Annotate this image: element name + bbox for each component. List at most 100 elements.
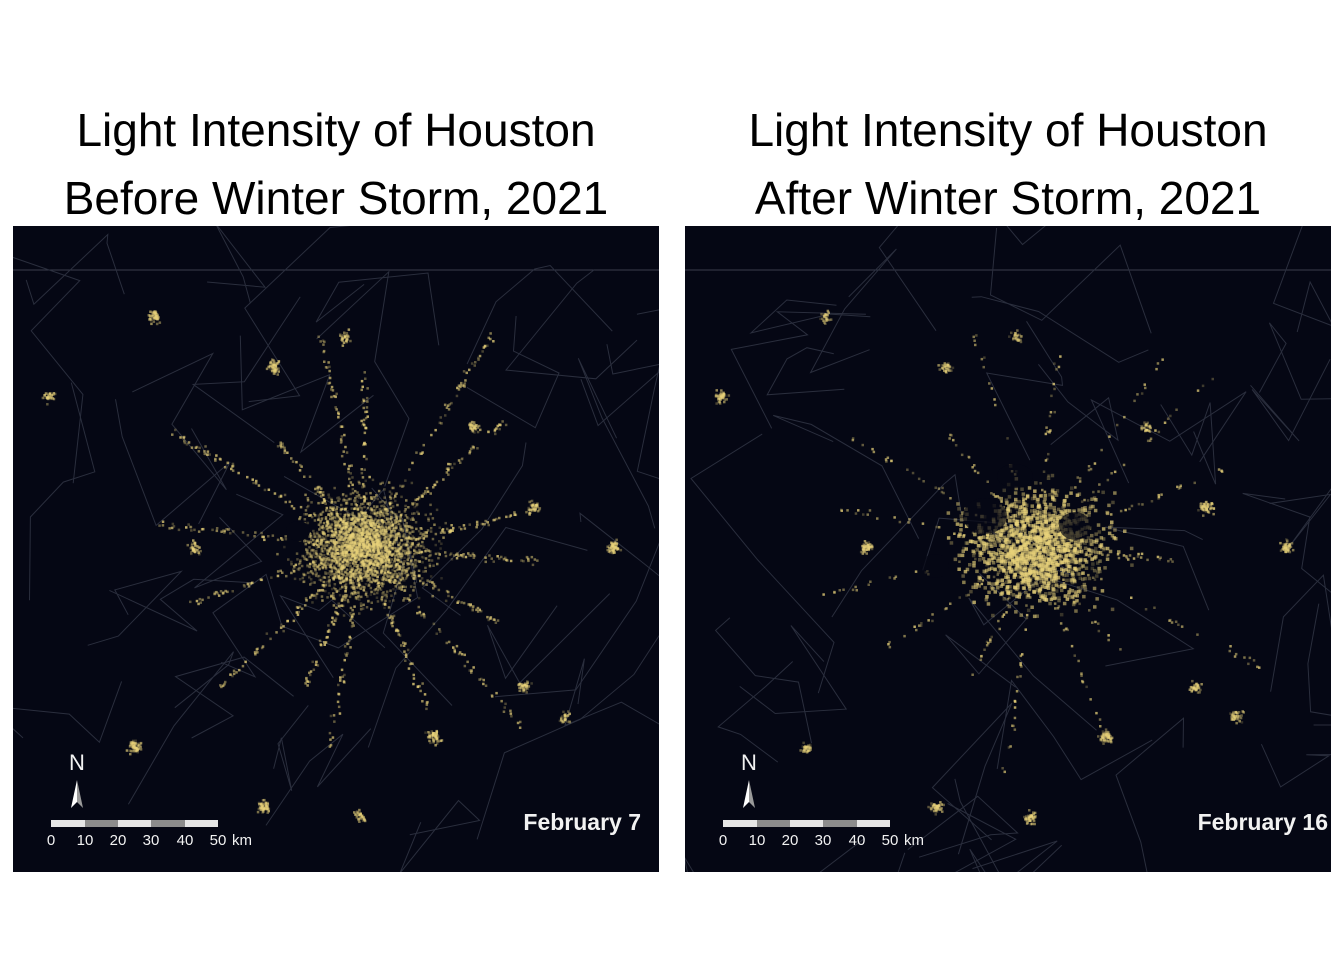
light-pixel <box>449 552 453 555</box>
light-pixel <box>973 464 976 467</box>
light-pixel <box>369 508 372 511</box>
light-pixel <box>345 562 348 566</box>
light-pixel <box>319 558 322 561</box>
light-pixel <box>1094 540 1099 544</box>
light-pixel <box>357 549 361 552</box>
light-pixel <box>373 570 376 573</box>
light-pixel <box>340 551 343 555</box>
light-pixel <box>182 437 185 440</box>
light-pixel <box>361 557 364 561</box>
light-pixel <box>365 534 369 537</box>
light-pixel <box>566 720 570 723</box>
light-pixel <box>352 537 356 540</box>
light-pixel <box>334 547 338 550</box>
light-pixel <box>401 543 405 547</box>
light-pixel <box>346 568 349 572</box>
light-pixel <box>130 740 133 744</box>
light-pixel <box>359 533 362 537</box>
light-pixel <box>977 536 980 539</box>
light-pixel <box>348 544 351 548</box>
light-pixel <box>420 495 424 498</box>
light-pixel <box>346 510 349 513</box>
light-pixel <box>363 568 366 572</box>
light-pixel <box>469 554 473 557</box>
light-pixel <box>342 563 345 567</box>
light-pixel <box>407 517 410 520</box>
light-pixel <box>333 583 337 586</box>
light-pixel <box>536 506 539 509</box>
light-pixel <box>370 550 374 554</box>
light-pixel <box>437 551 440 555</box>
light-pixel <box>1030 504 1034 508</box>
light-pixel <box>425 486 429 490</box>
light-pixel <box>353 605 356 608</box>
light-pixel <box>347 328 351 331</box>
light-pixel <box>374 536 378 540</box>
light-pixel <box>179 436 182 439</box>
light-pixel <box>341 531 344 534</box>
light-pixel <box>50 395 53 398</box>
light-pixel <box>203 452 206 455</box>
light-pixel <box>223 531 226 534</box>
light-pixel <box>349 497 352 501</box>
light-pixel <box>470 420 474 424</box>
light-pixel <box>382 540 385 544</box>
light-pixel <box>425 548 428 551</box>
light-pixel <box>998 540 1002 543</box>
light-pixel <box>373 524 376 528</box>
light-pixel <box>428 733 431 737</box>
light-pixel <box>362 552 365 555</box>
light-pixel <box>374 557 377 560</box>
light-pixel <box>305 548 308 551</box>
light-pixel <box>388 550 391 554</box>
light-pixel <box>1007 746 1011 749</box>
light-pixel <box>350 537 353 540</box>
light-pixel <box>369 547 372 550</box>
light-pixel <box>339 566 343 569</box>
light-pixel <box>343 336 347 339</box>
light-pixel <box>377 532 380 535</box>
light-pixel <box>194 446 198 449</box>
light-pixel <box>398 529 401 532</box>
light-pixel <box>345 559 348 562</box>
light-pixel <box>463 527 467 530</box>
light-pixel <box>333 573 336 576</box>
light-pixel <box>380 577 383 580</box>
light-pixel <box>340 544 343 547</box>
light-pixel <box>346 599 350 602</box>
light-pixel <box>323 546 326 550</box>
light-pixel <box>320 595 324 598</box>
light-pixel <box>343 331 346 334</box>
light-pixel <box>206 449 210 453</box>
light-pixel <box>364 539 367 543</box>
light-pixel <box>265 632 269 635</box>
light-pixel <box>350 625 354 628</box>
light-pixel <box>327 547 331 550</box>
light-pixel <box>363 500 366 503</box>
light-pixel <box>362 519 365 523</box>
light-pixel <box>323 562 326 566</box>
light-pixel <box>375 560 378 563</box>
light-pixel <box>362 547 365 551</box>
light-pixel <box>319 520 322 523</box>
light-pixel <box>368 503 371 507</box>
light-pixel <box>278 495 281 499</box>
light-pixel <box>360 552 364 555</box>
light-pixel <box>331 616 334 620</box>
light-pixel <box>347 557 350 561</box>
light-pixel <box>390 553 394 557</box>
light-pixel <box>384 593 387 596</box>
light-pixel <box>327 513 330 516</box>
light-pixel <box>370 590 373 594</box>
light-pixel <box>358 550 362 553</box>
light-pixel <box>339 581 342 584</box>
light-pixel <box>343 518 347 522</box>
light-pixel <box>283 493 287 497</box>
light-pixel <box>493 618 496 622</box>
light-pixel <box>386 564 389 567</box>
light-pixel <box>337 574 340 578</box>
light-pixel <box>334 554 337 557</box>
light-pixel <box>370 555 374 558</box>
light-pixel <box>319 555 322 559</box>
light-pixel <box>493 518 496 522</box>
